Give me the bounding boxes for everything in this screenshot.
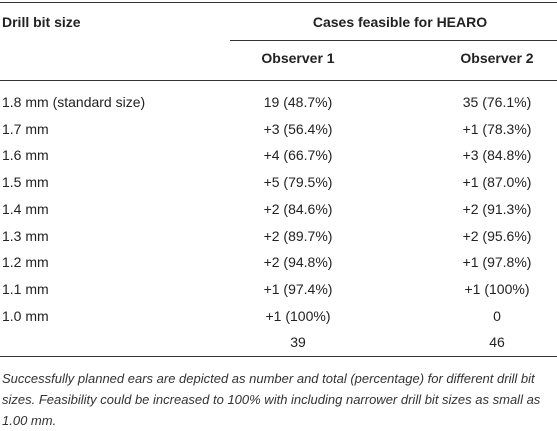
cell: +1 (87.0%) [462, 174, 532, 191]
cell: +4 (66.7%) [263, 147, 333, 164]
cell: 0 [493, 307, 501, 324]
header-cell: Drill bit size [2, 14, 81, 30]
cell: +2 (91.3%) [462, 200, 532, 217]
cell: +1 (97.4%) [263, 280, 333, 297]
total-cell: 46 [489, 334, 505, 351]
cell: +2 (94.8%) [263, 254, 333, 271]
cell: +1 (97.8%) [462, 254, 532, 271]
row-label: 1.8 mm (standard size) [2, 94, 146, 110]
column-header: Observer 1 [261, 50, 335, 66]
total-cell: 39 [290, 334, 306, 351]
column-header: Observer 2 [460, 50, 534, 66]
cell: 19 (48.7%) [263, 94, 333, 110]
row-label: 1.7 mm [2, 120, 49, 137]
rule [0, 80, 557, 81]
cell: +2 (84.6%) [263, 200, 333, 217]
rule [0, 2, 557, 3]
row-label: 1.5 mm [2, 174, 49, 191]
cell: 35 (76.1%) [462, 94, 532, 110]
cell: +1 (100%) [464, 280, 530, 297]
row-label: 1.0 mm [2, 307, 49, 324]
group-header: Cases feasible for HEARO [312, 14, 488, 30]
cell: +3 (56.4%) [263, 120, 333, 137]
row-label: 1.1 mm [2, 280, 49, 297]
cell: +5 (79.5%) [263, 174, 333, 191]
row-label: 1.6 mm [2, 147, 49, 164]
footnote: Successfully planned ears are depicted a… [2, 371, 541, 428]
row-label: 1.4 mm [2, 200, 49, 217]
cell: +1 (100%) [265, 307, 331, 324]
cell: +3 (84.8%) [462, 147, 532, 164]
cell: +1 (78.3%) [462, 120, 532, 137]
cell: +2 (89.7%) [263, 227, 333, 244]
cell: +2 (95.6%) [462, 227, 532, 244]
rule [0, 356, 557, 357]
row-label: 1.3 mm [2, 227, 49, 244]
rule [230, 40, 557, 41]
row-label: 1.2 mm [2, 254, 49, 271]
